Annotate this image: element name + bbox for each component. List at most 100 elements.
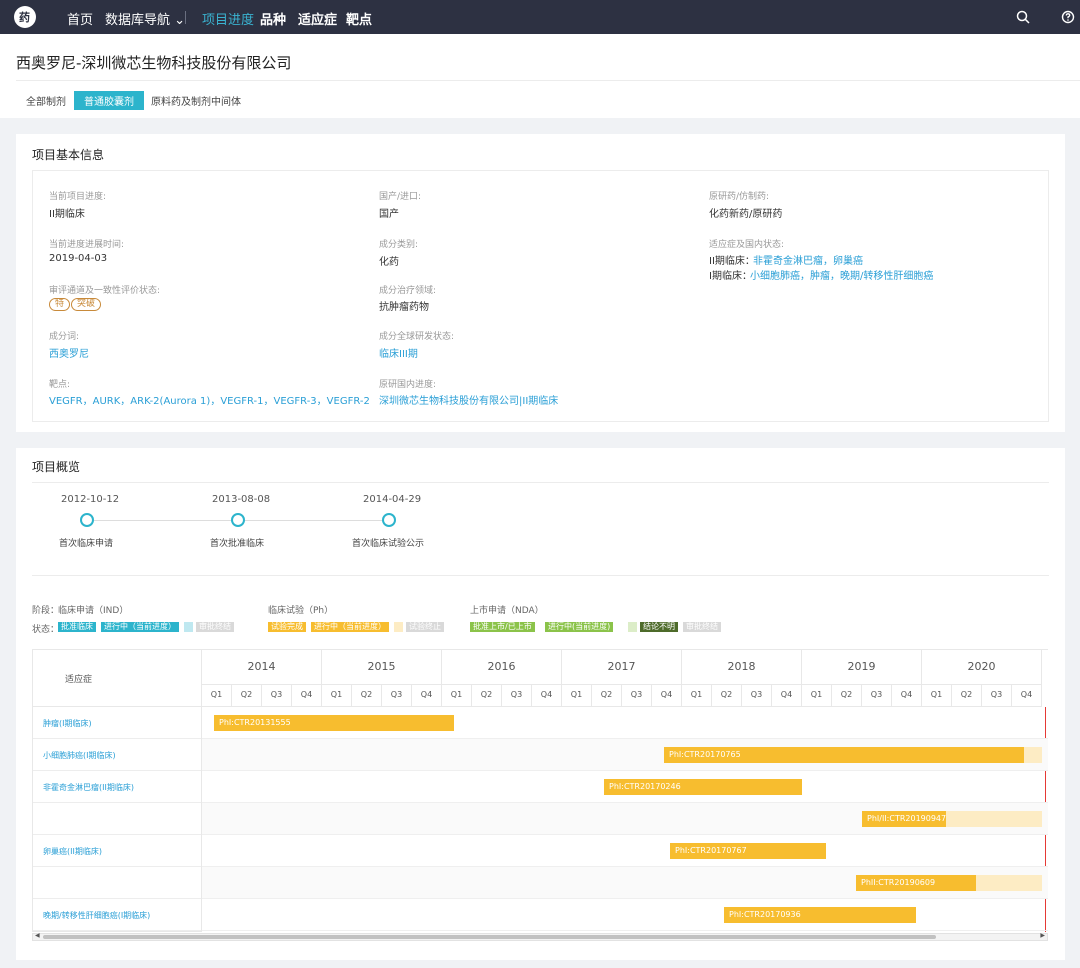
label-targets: 靶点: (49, 380, 71, 390)
legend-chip-ph-1: 进行中（当前进度） (311, 622, 389, 632)
quarter-label: Q3 (870, 690, 883, 699)
trial-bar[interactable]: PhI:CTR20170246 (604, 779, 802, 795)
legend-stage-label: 阶段： (32, 606, 60, 616)
timeline-node-2 (231, 513, 245, 527)
overview-card: 项目概览 2012-10-12 首次临床申请 2013-08-08 首次批准临床… (16, 448, 1065, 960)
gantt-row (202, 835, 1048, 867)
link-originator-progress[interactable]: 深圳微芯生物科技股份有限公司|II期临床 (379, 396, 559, 407)
quarter-header: Q2 (712, 684, 742, 707)
quarter-label: Q4 (1020, 690, 1033, 699)
legend-chip-nda-3: 结论不明 (640, 622, 678, 632)
nav-variety[interactable]: 品种 (260, 13, 287, 28)
page-header: 西奥罗尼-深圳微芯生物科技股份有限公司 全部制剂 普通胶囊剂 原料药及制剂中间体 (0, 34, 1080, 118)
legend-chip-ind-1: 进行中（当前进度） (101, 622, 179, 632)
year-label: 2014 (247, 660, 276, 673)
timeline-node-1 (80, 513, 94, 527)
quarter-label: Q1 (210, 690, 223, 699)
quarter-header: Q2 (472, 684, 502, 707)
label-therapeutic-area: 成分治疗领域: (379, 286, 437, 296)
link-targets[interactable]: VEGFR，AURK，ARK-2(Aurora 1)，VEGFR-1，VEGFR… (49, 396, 370, 407)
trial-bar[interactable]: PhI:CTR20170936 (724, 907, 916, 923)
quarter-label: Q1 (810, 690, 823, 699)
tab-capsule[interactable]: 普通胶囊剂 (74, 91, 144, 110)
indication-link[interactable]: 非霍奇金淋巴瘤(II期临床) (43, 783, 134, 792)
quarter-label: Q3 (750, 690, 763, 699)
link-phase1-indications[interactable]: 小细胞肺癌，肿瘤，晚期/转移性肝细胞癌 (750, 271, 934, 282)
gantt-indication-column: 适应症 肿瘤(I期临床) 小细胞肺癌(I期临床) 非霍奇金淋巴瘤(II期临床) 卵巢癌… (32, 649, 202, 932)
quarter-header: Q4 (772, 684, 802, 707)
quarter-header: Q4 (892, 684, 922, 707)
nav-database[interactable]: 数据库导航 ⌄ (105, 13, 186, 28)
nav-indication[interactable]: 适应症 (298, 13, 338, 28)
quarter-header: Q1 (562, 684, 592, 707)
year-label: 2016 (487, 660, 516, 673)
value-therapeutic-area: 抗肿瘤药物 (379, 302, 429, 313)
indication-link[interactable]: 晚期/转移性肝细胞癌(I期临床) (43, 911, 151, 920)
indication-row (33, 867, 201, 899)
timeline-date-1: 2012-10-12 (61, 494, 120, 505)
legend-chip-ind-0: 批准临床 (58, 622, 96, 632)
trial-bar-remaining (1024, 747, 1042, 763)
quarter-header: Q1 (442, 684, 472, 707)
quarter-label: Q2 (720, 690, 733, 699)
year-label: 2018 (727, 660, 756, 673)
legend-chip-ind-3: 审批终结 (196, 622, 234, 632)
trial-bar-remaining (946, 811, 1042, 827)
trial-bar[interactable]: PhI/II:CTR20190947 (862, 811, 946, 827)
label-domestic-import: 国产/进口: (379, 192, 422, 202)
help-icon[interactable] (1060, 9, 1076, 25)
indication-link[interactable]: 肿瘤(I期临床) (43, 719, 92, 728)
nav-home[interactable]: 首页 (67, 13, 94, 28)
link-global-status[interactable]: 临床III期 (379, 349, 418, 360)
header-divider (16, 80, 1080, 81)
quarter-label: Q3 (390, 690, 403, 699)
indication-row (33, 803, 201, 835)
link-phase2-indications[interactable]: 非霍奇金淋巴瘤，卵巢癌 (753, 256, 863, 267)
value-originator-generic: 化药新药/原研药 (709, 209, 783, 220)
legend-chip-nda-1: 进行中(当前进度) (545, 622, 614, 632)
value-current-progress: II期临床 (49, 209, 85, 220)
nav-target[interactable]: 靶点 (346, 13, 373, 28)
indication-link[interactable]: 卵巢癌(II期临床) (43, 847, 102, 856)
horizontal-scrollbar[interactable]: ◀ ▶ (32, 932, 1048, 941)
year-header-2015: 2015 (322, 650, 442, 684)
label-originator-progress: 原研国内进度: (379, 380, 437, 390)
quarter-label: Q1 (930, 690, 943, 699)
quarter-label: Q2 (480, 690, 493, 699)
link-ingredient[interactable]: 西奥罗尼 (49, 349, 89, 360)
quarter-label: Q4 (660, 690, 673, 699)
quarter-label: Q4 (780, 690, 793, 699)
quarter-header: Q2 (592, 684, 622, 707)
tab-api-intermediates[interactable]: 原料药及制剂中间体 (151, 97, 241, 108)
scrollbar-thumb[interactable] (43, 935, 936, 939)
quarter-header: Q2 (232, 684, 262, 707)
year-header-2017: 2017 (562, 650, 682, 684)
quarter-header: Q3 (382, 684, 412, 707)
trial-bar[interactable]: PhI:CTR20170765 (664, 747, 1024, 763)
gantt-timeline[interactable]: 2014 Q1 Q2 Q3 Q4 2015 Q1 Q2 Q3 Q4 2016 Q1 Q2 Q3 Q4 2017… (202, 649, 1048, 932)
top-nav: 药 首页 数据库导航 ⌄ 项目进度 品种 适应症 靶点 (0, 0, 1080, 34)
year-header-2016: 2016 (442, 650, 562, 684)
logo-icon[interactable]: 药 (14, 6, 36, 28)
scroll-right-icon[interactable]: ▶ (1040, 932, 1045, 939)
legend-ind-title: 临床申请（IND） (58, 606, 129, 616)
indication-row: 晚期/转移性肝细胞癌(I期临床) (33, 899, 201, 931)
nav-project-progress[interactable]: 项目进度 (202, 13, 255, 28)
search-icon[interactable] (1015, 9, 1031, 25)
quarter-header: Q1 (922, 684, 952, 707)
tab-all-formulations[interactable]: 全部制剂 (26, 97, 66, 108)
quarter-label: Q2 (960, 690, 973, 699)
trial-bar[interactable]: PhII:CTR20190609 (856, 875, 976, 891)
trial-bar[interactable]: PhI:CTR20170767 (670, 843, 826, 859)
indication-link[interactable]: 小细胞肺癌(I期临床) (43, 751, 116, 760)
year-header-2020: 2020 (922, 650, 1042, 684)
timeline-date-3: 2014-04-29 (363, 494, 422, 505)
scroll-left-icon[interactable]: ◀ (35, 932, 40, 939)
quarter-header: Q3 (982, 684, 1012, 707)
indication-row: 肿瘤(I期临床) (33, 707, 201, 739)
gantt-indication-header: 适应症 (33, 650, 201, 707)
gantt-row (202, 899, 1048, 931)
quarter-label: Q1 (330, 690, 343, 699)
badge-breakthrough: 突破 (71, 298, 102, 311)
trial-bar[interactable]: PhI:CTR20131555 (214, 715, 454, 731)
